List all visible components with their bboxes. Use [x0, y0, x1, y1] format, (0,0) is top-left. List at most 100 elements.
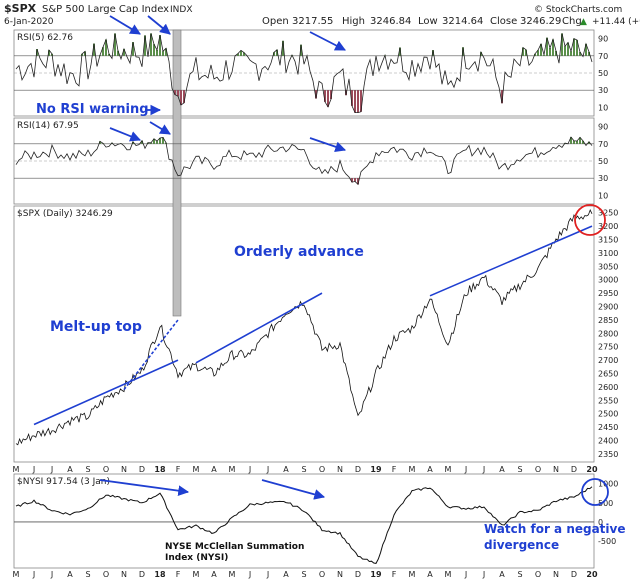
x-tick-label: A — [499, 570, 505, 579]
price-tick-label: 2550 — [598, 396, 618, 405]
x-tick-label: J — [248, 570, 251, 579]
melt-up-top-text: Melt-up top — [50, 319, 142, 335]
rsi14-line — [15, 136, 593, 186]
axis-tick-label: 10 — [598, 103, 608, 112]
x-tick-label: J — [266, 465, 269, 474]
symbol: $SPX — [4, 2, 37, 15]
nysi-tick-label: -500 — [598, 537, 616, 546]
x-tick-label: M — [229, 570, 236, 579]
x-tick-label: N — [553, 465, 559, 474]
trendline — [195, 292, 323, 364]
no-rsi-warning-text: No RSI warning — [36, 102, 149, 117]
axis-tick-label: 70 — [598, 52, 608, 61]
x-tick-label: A — [427, 570, 433, 579]
reference-lines — [14, 55, 594, 523]
chg-value: +11.44 (+0.35%) — [592, 17, 640, 27]
price-label: $SPX (Daily) 3246.29 — [17, 209, 113, 219]
high-label: High — [342, 16, 365, 27]
price-panel — [13, 205, 595, 463]
x-tick-label: O — [103, 570, 109, 579]
x-tick-label: O — [535, 570, 541, 579]
x-tick-label: J — [482, 465, 485, 474]
x-tick-label: S — [517, 570, 522, 579]
price-tick-label: 3100 — [598, 249, 618, 258]
x-tick-label: M — [193, 570, 200, 579]
x-tick-label: S — [301, 465, 306, 474]
x-tick-label: D — [139, 465, 145, 474]
price-tick-label: 2700 — [598, 356, 618, 365]
x-tick-label: D — [355, 570, 361, 579]
rsi14-axis: 90 70 50 30 10 — [598, 123, 608, 201]
x-tick-label: S — [85, 570, 90, 579]
x-tick-label: M — [409, 570, 416, 579]
price-line — [15, 208, 593, 446]
x-tick-label: F — [176, 570, 181, 579]
nysi-name-line1: NYSE McClellan Summation — [165, 542, 304, 552]
axis-tick-label: 50 — [598, 157, 608, 166]
x-tick-label: M — [445, 465, 452, 474]
price-tick-label: 3250 — [598, 209, 618, 218]
arrow-rsi5-a — [109, 15, 141, 35]
x-tick-label: O — [319, 570, 325, 579]
axis-tick-label: 30 — [598, 174, 608, 183]
price-tick-label: 2600 — [598, 383, 618, 392]
x-tick-label: N — [121, 465, 127, 474]
x-tick-label: D — [571, 465, 577, 474]
close-value: 3246.29 — [520, 16, 561, 27]
x-tick-label: J — [50, 465, 53, 474]
x-tick-label: A — [211, 465, 217, 474]
x-axis-nysi: M J J A S O N D 18 F M A M J J A S O N D 19 F M A M J J A S O N D 20 — [13, 570, 598, 579]
x-tick-label: A — [211, 570, 217, 579]
price-tick-label: 3000 — [598, 276, 618, 285]
rsi5-axis: 90 70 50 30 10 — [598, 35, 608, 113]
x-tick-label: A — [67, 570, 73, 579]
x-tick-label: J — [32, 570, 35, 579]
exchange: INDX — [170, 5, 192, 15]
x-tick-label: 20 — [586, 465, 598, 474]
x-tick-label: F — [392, 570, 397, 579]
x-tick-label: M — [13, 465, 20, 474]
x-axis-price: M J J A S O N D 18 F M A M J J A S O N D 19 F M A M J J A S O N D 20 — [13, 465, 598, 474]
x-tick-label: A — [499, 465, 505, 474]
price-tick-label: 3200 — [598, 222, 618, 231]
trendlines — [33, 225, 593, 426]
axis-tick-label: 30 — [598, 86, 608, 95]
close-label: Close — [490, 16, 517, 27]
x-tick-label: O — [535, 465, 541, 474]
low-label: Low — [418, 16, 438, 27]
credit: © StockCharts.com — [534, 5, 622, 15]
open-label: Open — [262, 16, 289, 27]
x-tick-label: 20 — [586, 570, 598, 579]
arrow-rsi14-b — [149, 121, 171, 135]
x-tick-label: F — [392, 465, 397, 474]
axis-tick-label: 10 — [598, 191, 608, 200]
x-tick-label: M — [193, 465, 200, 474]
arrow-rsi5-c — [309, 31, 346, 51]
x-tick-label: S — [517, 465, 522, 474]
x-tick-label: M — [229, 465, 236, 474]
x-tick-label: 19 — [370, 570, 382, 579]
rsi14-label: RSI(14) 67.95 — [17, 121, 79, 131]
nysi-name-line2: Index (NYSI) — [165, 553, 228, 563]
arrow-rsi14-c — [309, 137, 347, 152]
price-tick-label: 3050 — [598, 262, 618, 271]
open-value: 3217.55 — [292, 16, 333, 27]
x-tick-label: S — [85, 465, 90, 474]
nysi-line — [15, 486, 593, 564]
x-tick-label: J — [482, 570, 485, 579]
chg-arrow-icon: ▲ — [580, 17, 587, 27]
low-value: 3214.64 — [442, 16, 483, 27]
rsi5-line — [15, 33, 593, 113]
watch-line1: Watch for a negative — [484, 522, 626, 536]
x-tick-label: J — [32, 465, 35, 474]
x-tick-label: 18 — [154, 465, 166, 474]
axis-tick-label: 50 — [598, 69, 608, 78]
x-tick-label: S — [301, 570, 306, 579]
x-tick-label: J — [248, 465, 251, 474]
annotation-arrows — [99, 15, 347, 500]
watch-line2: divergence — [484, 538, 559, 552]
x-tick-label: D — [355, 465, 361, 474]
recent-high-circle — [574, 204, 606, 236]
x-tick-label: J — [266, 570, 269, 579]
high-value: 3246.84 — [370, 16, 411, 27]
